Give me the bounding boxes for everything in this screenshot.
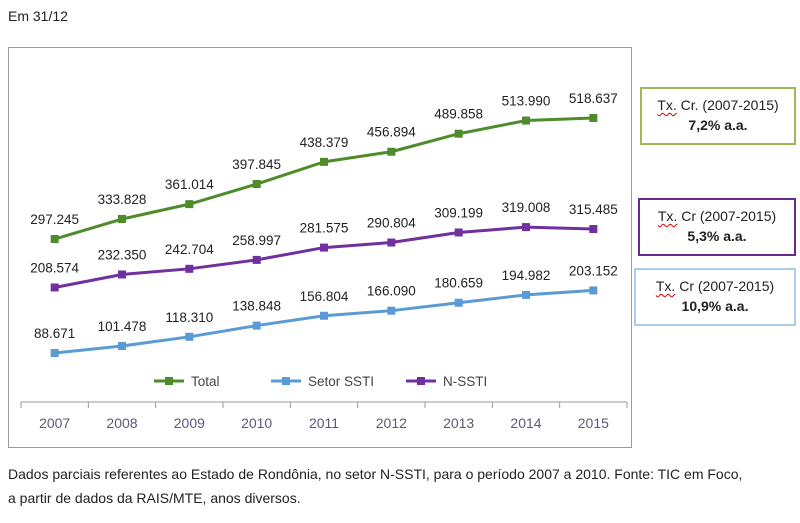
data-label: 203.152 [569,263,618,278]
legend-label: Total [191,374,220,389]
growth-box-ssti-value: 10,9% a.a. [681,298,749,314]
top-note: Em 31/12 [8,8,68,24]
footnote-line-1: Dados parciais referentes ao Estado de R… [8,466,743,482]
x-tick-label: 2012 [376,415,407,431]
data-point [589,114,598,122]
data-point [454,228,463,237]
line-chart: 2007 2008 2009 2010 2011 2012 2013 2014 2015 297.… [20,91,628,431]
growth-box-nssti: Tx. Cr (2007-2015) 5,3% a.a. [638,198,796,256]
data-label: 489.858 [434,107,483,122]
data-label: 518.637 [569,91,618,106]
data-point [185,264,194,273]
data-label: 138.848 [232,299,281,314]
data-point [185,332,194,341]
growth-box-nssti-value: 5,3% a.a. [687,228,747,244]
data-point [387,306,396,315]
data-point [320,243,328,252]
growth-box-nssti-label: Cr (2007-2015) [677,208,777,224]
data-label: 361.014 [165,177,214,192]
data-label: 456.894 [367,125,416,140]
data-label: 315.485 [569,202,618,217]
data-point [522,223,530,232]
footnote-line-2: a partir de dados da RAIS/MTE, anos dive… [8,490,301,506]
x-tick-label: 2010 [241,415,272,431]
data-label: 156.804 [300,289,349,304]
data-point [320,311,328,320]
data-label: 513.990 [502,94,551,109]
growth-box-total-abbrev: Tx. [657,97,677,113]
growth-box-total: Tx. Cr. (2007-2015) 7,2% a.a. [640,87,796,145]
data-point [252,255,261,264]
x-tick-label: 2007 [39,415,70,431]
data-label: 180.659 [434,276,483,291]
growth-box-total-value: 7,2% a.a. [688,117,748,133]
x-tick-label: 2014 [510,415,541,431]
data-point [320,157,328,166]
growth-box-total-label: Cr. (2007-2015) [676,97,779,113]
data-point [118,270,126,279]
x-tick-label: 2015 [578,415,609,431]
legend-entry: N-SSTI [406,374,487,389]
data-label: 101.478 [98,319,147,334]
legend-entry: Total [154,374,220,389]
legend-marker [282,377,290,385]
data-point [50,349,59,357]
data-point [589,286,598,295]
data-point [252,321,261,330]
data-label: 88.671 [34,326,75,341]
data-point [50,235,59,244]
growth-box-ssti: Tx. Cr (2007-2015) 10,9% a.a. [634,268,796,326]
data-label: 309.199 [434,205,483,220]
data-point [185,200,194,209]
data-label: 438.379 [300,135,349,150]
data-point [118,215,126,224]
data-point [589,225,598,234]
data-label: 281.575 [300,221,349,236]
data-label: 166.090 [367,284,416,299]
legend-entry: Setor SSTI [271,374,374,389]
data-label: 194.982 [502,268,551,283]
x-tick-label: 2008 [106,415,137,431]
data-label: 297.245 [30,212,79,227]
data-label: 258.997 [232,233,281,248]
growth-box-nssti-abbrev: Tx. [657,208,678,224]
data-label: 397.845 [232,157,281,172]
x-tick-label: 2013 [443,415,474,431]
legend-label: Setor SSTI [308,374,374,389]
data-point [522,116,530,125]
legend-label: N-SSTI [443,374,487,389]
data-label: 118.310 [165,310,213,325]
x-tick-label: 2011 [309,415,339,431]
data-label: 232.350 [98,247,147,262]
data-point [50,283,59,292]
growth-box-ssti-abbrev: Tx. [655,278,676,294]
data-label: 208.574 [30,260,79,275]
legend-marker [417,377,425,385]
data-point [454,129,463,138]
data-point [118,342,126,351]
data-label: 242.704 [165,242,214,257]
chart-frame: 2007 2008 2009 2010 2011 2012 2013 2014 2015 297.… [8,47,632,448]
data-label: 290.804 [367,216,416,231]
data-point [454,298,463,307]
data-label: 319.008 [502,200,551,215]
data-point [252,180,261,189]
footnote: Dados parciais referentes ao Estado de R… [8,462,788,510]
data-point [522,290,530,299]
data-point [387,238,396,247]
x-tick-label: 2009 [174,415,205,431]
data-label: 333.828 [98,192,147,207]
data-point [387,147,396,156]
legend-marker [165,377,173,385]
growth-box-ssti-label: Cr (2007-2015) [675,278,775,294]
